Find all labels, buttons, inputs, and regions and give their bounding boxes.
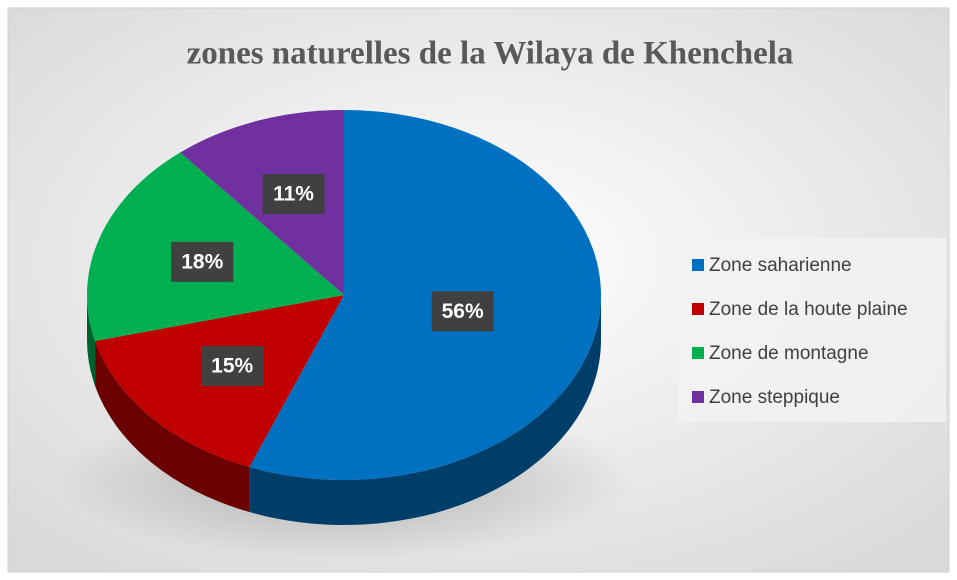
slice [180,110,344,295]
legend-swatch [692,347,704,359]
data-label-background [201,345,264,386]
slice-side [95,341,250,513]
legend-label: Zone de montagne [709,343,869,364]
legend-swatch [692,303,704,315]
data-label: 11% [273,183,314,206]
legend-label: Zone de la houte plaine [709,299,908,320]
chart-title: zones naturelles de la Wilaya de Khenche… [187,36,794,72]
legend-label: Zone steppique [709,387,840,408]
slice-side [249,295,602,526]
data-label: 15% [211,355,253,378]
legend-swatch [692,259,704,271]
slice [249,110,601,480]
legend-label: Zone saharienne [709,255,852,276]
legend-swatch [692,391,704,403]
data-label: 56% [442,300,484,323]
data-label-background [262,174,325,215]
slice-side [87,295,96,387]
data-label-background [431,291,494,332]
data-label-background [171,241,234,282]
legend-background [678,238,946,422]
data-label: 18% [181,250,223,273]
